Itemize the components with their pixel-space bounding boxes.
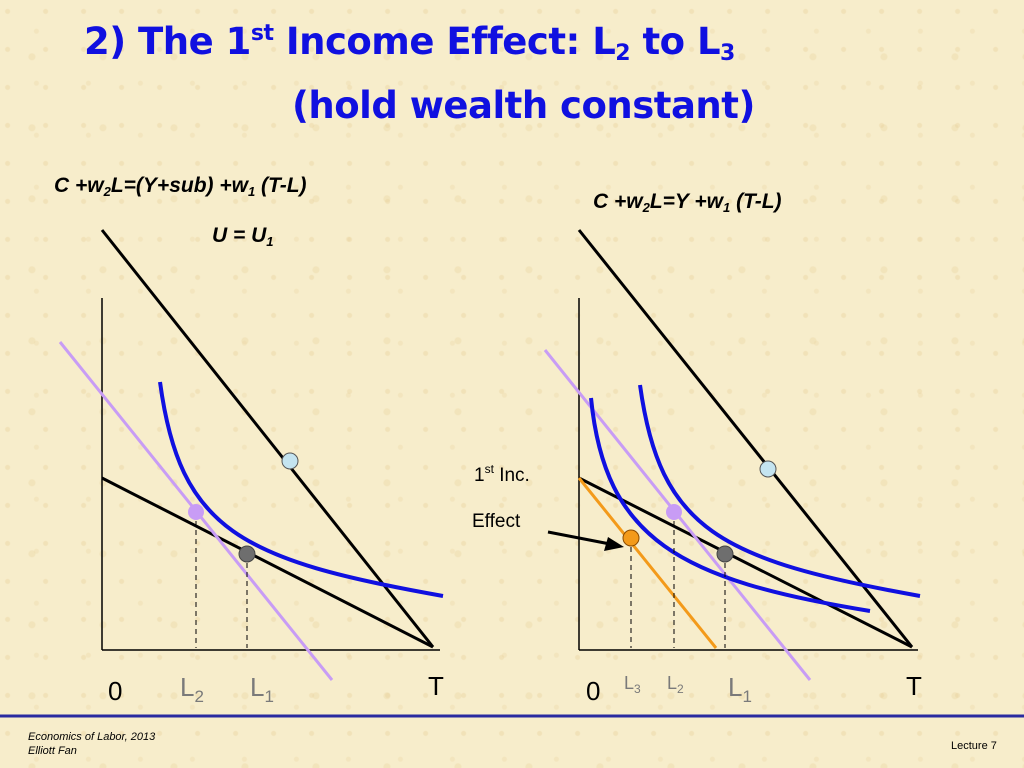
footer-lecture: Lecture 7 bbox=[951, 740, 997, 752]
left-t-label: T bbox=[428, 671, 444, 701]
right-point-orange bbox=[622, 529, 640, 547]
right-t-label: T bbox=[906, 671, 922, 701]
right-point-gray bbox=[716, 545, 734, 563]
left-l1-label: L1 bbox=[250, 672, 274, 706]
right-l2-label: L2 bbox=[667, 673, 684, 696]
footer-credit: Economics of Labor, 2013 Elliott Fan bbox=[28, 730, 155, 758]
right-origin-label: 0 bbox=[586, 676, 600, 706]
left-indifference-curve bbox=[158, 381, 444, 598]
left-point-gray bbox=[238, 545, 256, 563]
left-budget-line-original bbox=[101, 476, 434, 649]
right-point-light-blue bbox=[759, 460, 777, 478]
right-indifference-curve-u1 bbox=[638, 384, 921, 598]
left-budget-line-outer bbox=[100, 229, 435, 648]
effect-annotation-line1: 1st Inc. bbox=[474, 462, 530, 486]
left-utility-equation: U = U1 bbox=[212, 224, 274, 249]
left-point-light-blue bbox=[281, 452, 299, 470]
left-budget-equation: C +w2L=(Y+sub) +w1 (T-L) bbox=[54, 174, 307, 199]
effect-annotation-line2: Effect bbox=[472, 511, 521, 532]
right-indifference-curve-u0 bbox=[589, 397, 871, 613]
right-budget-line-outer bbox=[577, 229, 914, 648]
footer-author: Elliott Fan bbox=[28, 745, 77, 757]
slide-title-line2: (hold wealth constant) bbox=[292, 84, 755, 127]
right-budget-line-original bbox=[578, 476, 913, 649]
effect-arrow-shaft bbox=[547, 530, 611, 546]
left-point-lavender bbox=[188, 504, 204, 520]
slide-title-line1: 2) The 1st Income Effect: L2 to L3 bbox=[84, 20, 735, 66]
right-l1-label: L1 bbox=[728, 672, 752, 706]
right-budget-equation: C +w2L=Y +w1 (T-L) bbox=[593, 190, 782, 215]
left-l2-label: L2 bbox=[180, 672, 204, 706]
left-graph bbox=[58, 229, 444, 681]
left-origin-label: 0 bbox=[108, 676, 122, 706]
effect-arrow-head bbox=[604, 537, 624, 551]
right-new-budget-line bbox=[577, 477, 718, 649]
footer-course: Economics of Labor, 2013 bbox=[28, 731, 156, 743]
right-l3-label: L3 bbox=[624, 673, 641, 696]
right-point-lavender bbox=[666, 504, 682, 520]
right-graph bbox=[543, 229, 921, 681]
